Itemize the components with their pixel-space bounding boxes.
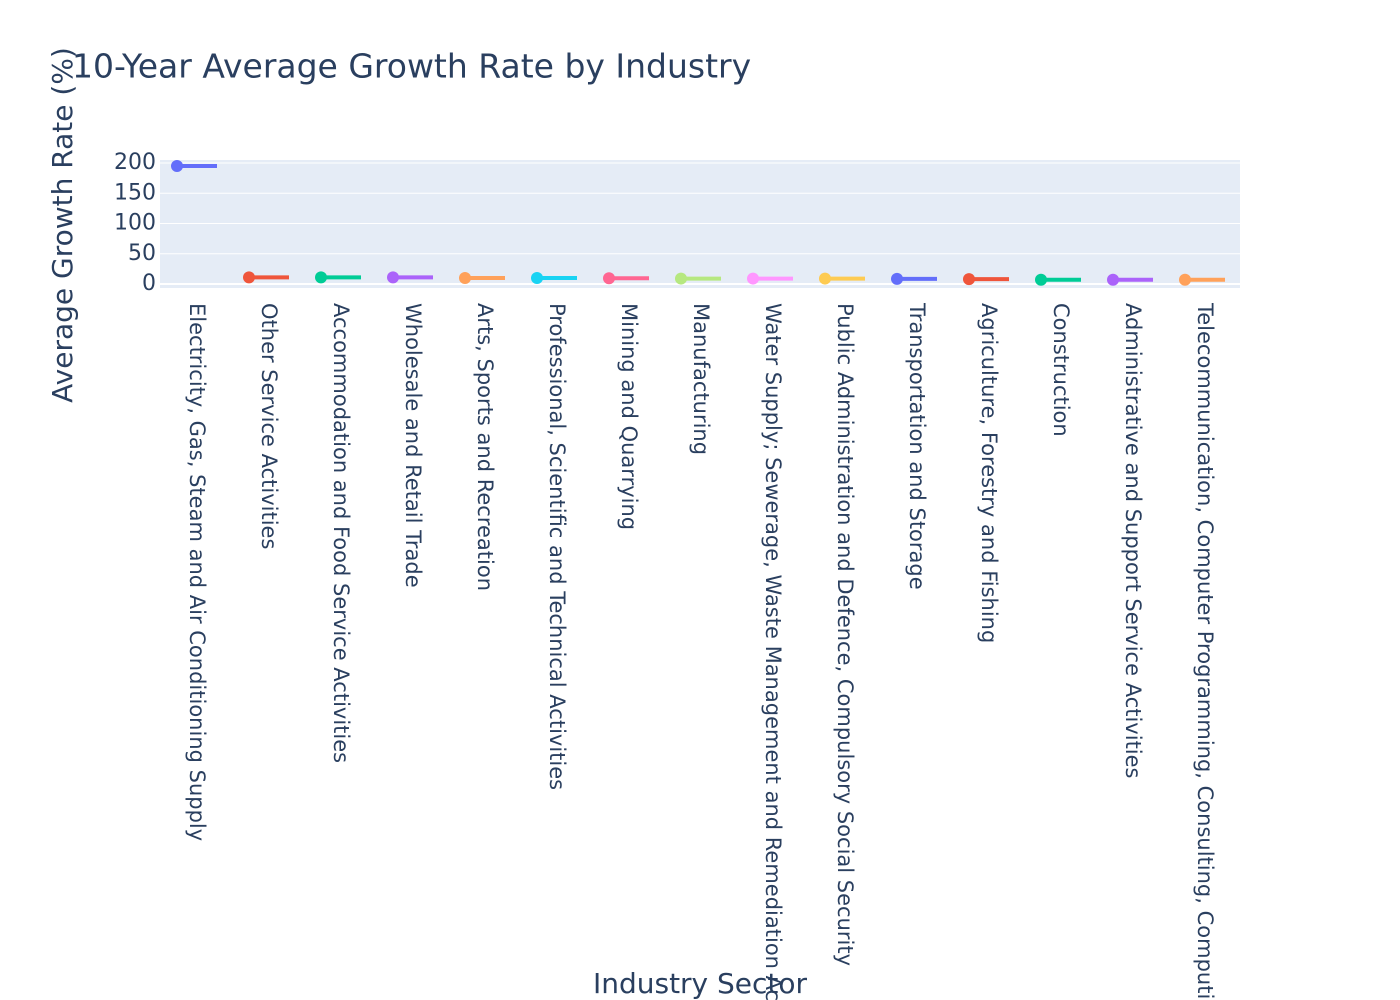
x-tick-label: Telecommunication, Computer Programming,… [1193, 302, 1217, 1000]
dot [1035, 273, 1047, 286]
x-tick-label: Construction [1049, 303, 1073, 437]
dot-mark [819, 272, 865, 285]
x-tick-label: Other Service Activities [257, 303, 281, 549]
x-tick-label: Agriculture, Forestry and Fishing [977, 303, 1001, 643]
dot [531, 271, 543, 284]
y-tick-label: 50 [128, 241, 156, 266]
dot [387, 271, 399, 284]
y-tick-label: 150 [114, 180, 156, 205]
x-axis-title: Industry Sector [593, 967, 808, 1000]
chart-title: 10-Year Average Growth Rate by Industry [72, 47, 751, 86]
dot-mark [1179, 273, 1225, 286]
dot-mark [459, 271, 505, 284]
y-tick-label: 0 [142, 271, 156, 296]
dot-mark [747, 272, 793, 285]
dot [891, 272, 903, 285]
dot-mark [315, 271, 361, 284]
dot-mark [1107, 273, 1153, 286]
x-tick-label: Administrative and Support Service Activ… [1121, 303, 1145, 779]
dot [1179, 273, 1191, 286]
x-tick-label: Professional, Scientific and Technical A… [545, 303, 569, 790]
dot-mark [891, 272, 937, 285]
dot-mark [243, 271, 289, 284]
dot-mark [171, 160, 217, 173]
x-tick-label: Transportation and Storage [905, 302, 929, 590]
dot [675, 272, 687, 285]
dot [243, 271, 255, 284]
dot-mark [387, 271, 433, 284]
y-axis-title: Average Growth Rate (%) [46, 47, 79, 403]
dot [315, 271, 327, 284]
y-tick-label: 200 [114, 150, 156, 175]
dot-mark [1035, 273, 1081, 286]
x-tick-label: Public Administration and Defence, Compu… [833, 303, 857, 966]
x-tick-label: Electricity, Gas, Steam and Air Conditio… [185, 303, 209, 841]
dot [819, 272, 831, 285]
x-tick-label: Arts, Sports and Recreation [473, 303, 497, 591]
dot [603, 272, 615, 285]
x-tick-label: Water Supply; Sewerage, Waste Management… [761, 303, 785, 1000]
dot [1107, 273, 1119, 286]
x-tick-label: Wholesale and Retail Trade [401, 303, 425, 588]
dot [459, 271, 471, 284]
dot [747, 272, 759, 285]
x-tick-label: Accommodation and Food Service Activitie… [329, 303, 353, 763]
dot-mark [963, 273, 1009, 286]
x-tick-label: Manufacturing [689, 303, 713, 455]
dot-mark [603, 272, 649, 285]
dot [171, 160, 183, 173]
x-tick-label: Mining and Quarrying [617, 303, 641, 530]
y-tick-label: 100 [114, 211, 156, 236]
dot-mark [675, 272, 721, 285]
dot-mark [531, 271, 577, 284]
dot [963, 273, 975, 286]
